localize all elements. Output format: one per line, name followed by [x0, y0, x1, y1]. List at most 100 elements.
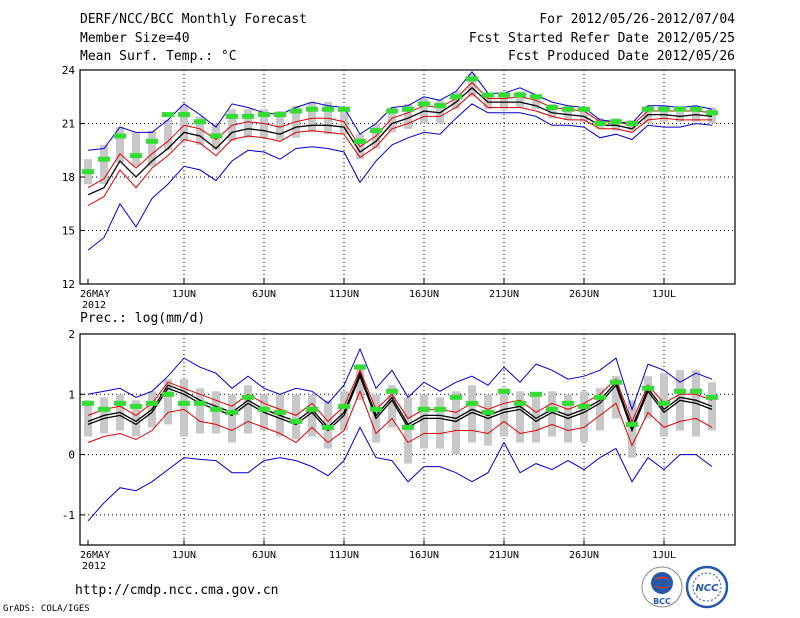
- temp-marker: [98, 156, 110, 162]
- prec-xtick-label: 26MAY: [80, 550, 110, 561]
- temp-marker: [338, 106, 350, 112]
- temp-spread-box: [388, 107, 396, 133]
- temp-xtick-label: 11JUN: [329, 289, 359, 300]
- temp-marker: [258, 112, 270, 118]
- temp-spread-box: [308, 102, 316, 133]
- temp-marker: [658, 106, 670, 112]
- temp-series-upper_spread: [87, 81, 713, 189]
- prec-marker: [498, 388, 510, 394]
- prec-spread-box: [244, 385, 252, 434]
- prec-series-max: [87, 347, 713, 411]
- temp-marker: [290, 108, 302, 114]
- prec-ytick-label: 2: [68, 328, 75, 341]
- temp-spread-box: [404, 103, 412, 129]
- prec-xtick-sublabel: 2012: [82, 561, 106, 572]
- temp-marker: [594, 121, 606, 126]
- prec-series-ensemble_mean_black: [87, 374, 713, 433]
- prec-spread-box: [164, 379, 172, 425]
- temp-marker: [482, 92, 494, 98]
- prec-marker: [354, 364, 366, 370]
- temp-marker: [322, 106, 334, 112]
- temp-spread-box: [532, 94, 540, 110]
- prec-marker: [514, 400, 526, 406]
- temp-marker: [610, 119, 622, 125]
- prec-marker: [162, 391, 174, 397]
- temp-series-lower_spread: [87, 92, 712, 206]
- prec-spread-box: [612, 376, 620, 419]
- prec-marker: [466, 400, 478, 406]
- started-refer-date: Fcst Started Refer Date 2012/05/25: [468, 31, 735, 46]
- temp-marker: [498, 92, 510, 98]
- forecast-period: For 2012/05/26-2012/07/04: [539, 12, 735, 27]
- prec-spread-box: [596, 388, 604, 431]
- temp-spread-box: [276, 111, 284, 140]
- prec-marker: [578, 403, 590, 409]
- member-size: Member Size=40: [80, 31, 190, 46]
- temp-xtick-label: 26JUN: [569, 289, 599, 300]
- variable-label: Mean Surf. Temp.: °C: [80, 49, 237, 64]
- prec-marker: [546, 406, 558, 412]
- temp-marker: [466, 76, 478, 82]
- temp-ytick-label: 21: [62, 118, 75, 131]
- prec-series-lower_spread: [87, 389, 713, 447]
- temp-marker: [386, 108, 398, 114]
- prec-marker: [370, 406, 382, 412]
- prec-spread-box: [548, 391, 556, 437]
- prec-marker: [194, 400, 206, 406]
- temp-spread-box: [468, 73, 476, 97]
- temp-xtick-label: 1JUL: [652, 289, 676, 300]
- ncc-logo: NCC: [685, 565, 729, 609]
- prec-xtick-label: 6JUN: [252, 550, 276, 561]
- temp-marker: [402, 106, 414, 112]
- prec-marker: [530, 391, 542, 397]
- temp-marker: [626, 121, 638, 126]
- prec-spread-box: [292, 394, 300, 440]
- temp-series-max: [87, 70, 713, 151]
- temp-spread-box: [580, 107, 588, 122]
- temp-xtick-label: 1JUN: [172, 289, 196, 300]
- prec-series-upper_spread: [87, 368, 713, 423]
- temp-marker: [114, 133, 126, 139]
- website-url[interactable]: http://cmdp.ncc.cma.gov.cn: [75, 583, 279, 598]
- prec-xtick-label: 1JUN: [172, 550, 196, 561]
- prec-marker: [402, 424, 414, 430]
- prec-marker: [658, 400, 670, 406]
- temp-spread-box: [612, 118, 620, 131]
- temp-spread-box: [196, 116, 204, 145]
- prec-marker: [434, 406, 446, 412]
- temp-marker: [354, 138, 366, 144]
- temp-marker: [194, 119, 206, 125]
- temp-spread-box: [548, 103, 556, 119]
- prec-series-min: [87, 426, 713, 522]
- prec-xtick-label: 1JUL: [652, 550, 676, 561]
- temp-marker: [562, 106, 574, 112]
- produced-date: Fcst Produced Date 2012/05/26: [508, 49, 735, 64]
- svg-text:NCC: NCC: [695, 583, 719, 594]
- temp-spread-box: [148, 130, 156, 167]
- temp-marker: [162, 112, 174, 118]
- temp-marker: [642, 106, 654, 112]
- temp-spread-box: [564, 105, 572, 120]
- temp-spread-box: [452, 91, 460, 110]
- temp-xtick-label: 6JUN: [252, 289, 276, 300]
- temp-series-ensemble_mean: [87, 86, 713, 196]
- temp-marker: [418, 101, 430, 107]
- prec-marker: [386, 388, 398, 394]
- chart-title: DERF/NCC/BCC Monthly Forecast: [80, 12, 307, 27]
- prec-marker: [450, 394, 462, 400]
- prec-frame: [79, 333, 736, 546]
- prec-marker: [626, 421, 638, 427]
- prec-spread-box: [228, 394, 236, 443]
- prec-ytick-label: -1: [62, 509, 75, 522]
- prec-marker: [114, 400, 126, 406]
- prec-marker: [290, 418, 302, 424]
- prec-spread-box: [404, 397, 412, 464]
- prec-marker: [274, 409, 286, 415]
- temp-ytick-label: 24: [62, 64, 76, 77]
- temp-marker: [578, 106, 590, 112]
- temp-xtick-label: 26MAY: [80, 289, 110, 300]
- temp-ytick-label: 12: [62, 278, 75, 291]
- temp-marker: [514, 92, 526, 98]
- prec-marker: [210, 406, 222, 412]
